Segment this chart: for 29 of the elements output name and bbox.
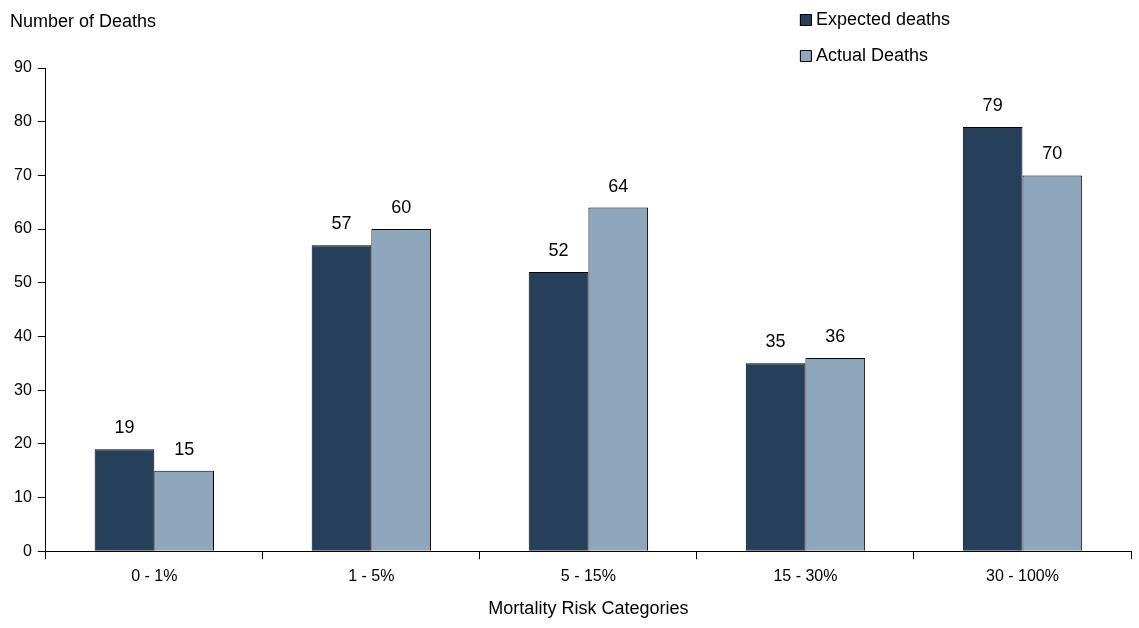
data-label: 35: [765, 331, 786, 352]
data-label: 57: [331, 213, 352, 234]
y-axis-title: Number of Deaths: [10, 10, 157, 31]
y-tick-label: 30: [14, 380, 32, 398]
y-tick-label: 70: [14, 165, 32, 183]
data-label: 70: [1042, 143, 1063, 164]
data-label: 60: [391, 197, 412, 218]
data-label: 64: [608, 175, 629, 196]
y-tick-label: 90: [14, 58, 32, 76]
y-tick-label: 0: [22, 541, 32, 559]
data-label: 36: [825, 325, 846, 346]
legend-label: Expected deaths: [815, 8, 951, 29]
y-tick-label: 80: [14, 112, 32, 130]
x-tick-label: 30 - 100%: [986, 567, 1059, 585]
legend-label: Actual Deaths: [815, 44, 928, 65]
y-tick-label: 50: [14, 273, 32, 291]
y-tick-label: 10: [14, 487, 32, 505]
x-tick-label: 1 - 5%: [348, 567, 395, 585]
x-axis-title: Mortality Risk Categories: [488, 598, 689, 619]
data-label: 52: [548, 239, 569, 260]
y-tick-label: 40: [14, 326, 32, 344]
y-tick-label: 20: [14, 434, 32, 452]
data-label: 15: [174, 438, 195, 459]
data-label: 19: [114, 417, 135, 438]
x-tick-label: 15 - 30%: [773, 567, 838, 585]
x-tick-label: 0 - 1%: [131, 567, 178, 585]
x-tick-label: 5 - 15%: [560, 567, 616, 585]
data-label: 79: [982, 95, 1003, 116]
y-tick-label: 60: [14, 219, 32, 237]
